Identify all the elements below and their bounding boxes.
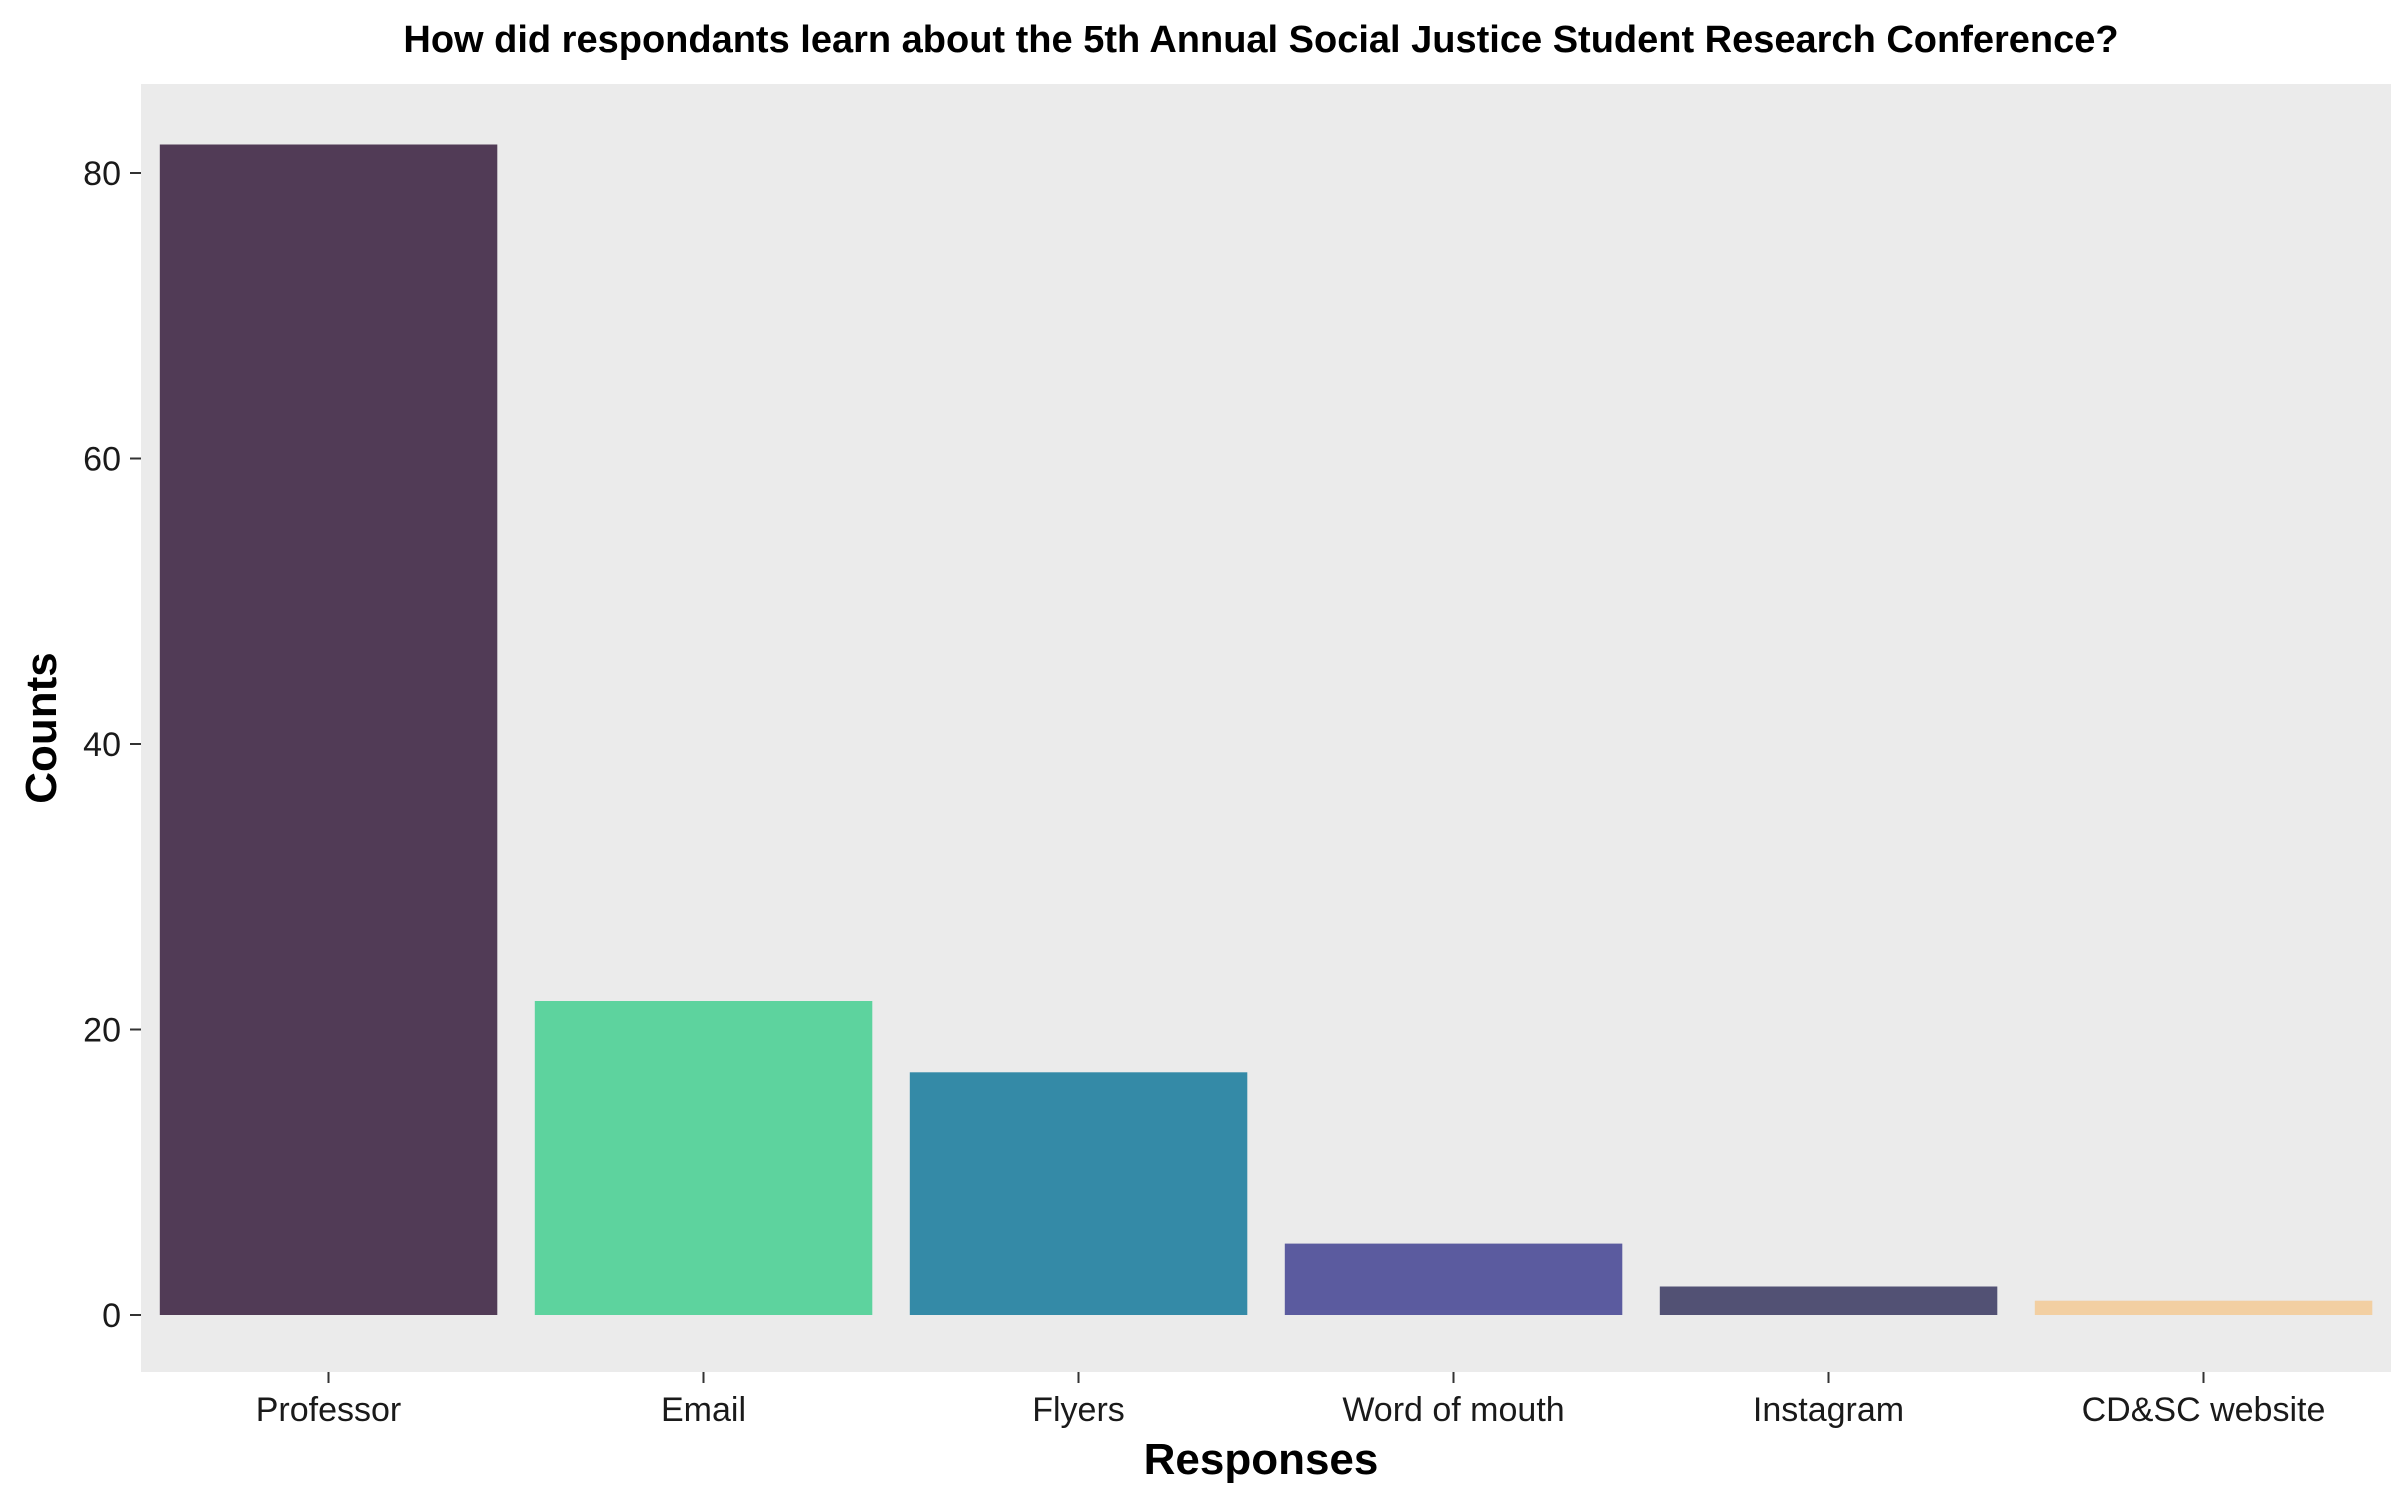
y-tick-label-0: 0 — [102, 1297, 121, 1335]
bar-instagram — [1659, 1286, 1998, 1315]
x-tick-label-email: Email — [661, 1391, 746, 1429]
x-tick-label-word-of-mouth: Word of mouth — [1342, 1391, 1564, 1429]
y-tick-label-60: 60 — [83, 441, 121, 479]
y-tick-label-40: 40 — [83, 726, 121, 764]
x-tick-label-flyers: Flyers — [1032, 1391, 1125, 1429]
x-tick-label-cd-sc-website: CD&SC website — [2082, 1391, 2326, 1429]
bar-professor — [159, 144, 498, 1315]
chart-title: How did respondants learn about the 5th … — [403, 19, 2118, 61]
x-tick-label-professor: Professor — [256, 1391, 402, 1429]
y-tick-label-20: 20 — [83, 1012, 121, 1050]
bar-cd-sc-website — [2034, 1300, 2373, 1315]
bar-word-of-mouth — [1284, 1243, 1623, 1315]
y-axis-title: Counts — [17, 652, 66, 804]
y-tick-label-80: 80 — [83, 155, 121, 193]
x-axis: Professor Email Flyers Word of mouth Instagr… — [256, 1372, 2326, 1429]
x-tick-label-instagram: Instagram — [1753, 1391, 1904, 1429]
y-axis: 0 20 40 60 80 — [83, 155, 141, 1335]
bar-email — [534, 1001, 873, 1315]
x-axis-title: Responses — [1144, 1435, 1379, 1484]
bars-group — [159, 144, 2373, 1315]
bar-flyers — [909, 1072, 1248, 1315]
panel-background — [141, 84, 2391, 1372]
